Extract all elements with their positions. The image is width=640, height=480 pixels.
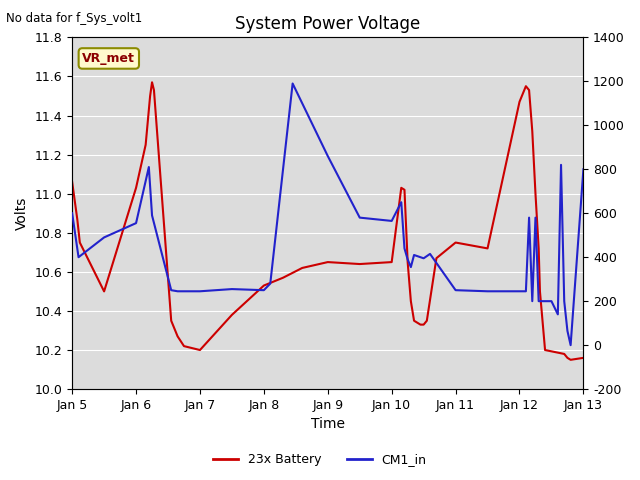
CM1_in bbox=[266, 281, 274, 287]
CM1_in bbox=[324, 153, 332, 159]
23x Battery bbox=[532, 191, 540, 197]
CM1_in bbox=[404, 256, 412, 262]
23x Battery bbox=[417, 322, 424, 327]
CM1_in bbox=[529, 298, 536, 304]
23x Battery bbox=[452, 240, 460, 245]
Line: 23x Battery: 23x Battery bbox=[72, 82, 584, 360]
CM1_in bbox=[401, 246, 408, 252]
CM1_in bbox=[68, 210, 76, 216]
23x Battery bbox=[324, 259, 332, 265]
CM1_in bbox=[554, 312, 562, 317]
X-axis label: Time: Time bbox=[311, 418, 345, 432]
23x Battery bbox=[228, 312, 236, 318]
23x Battery bbox=[298, 265, 306, 271]
23x Battery bbox=[168, 318, 175, 324]
CM1_in bbox=[410, 252, 418, 258]
CM1_in bbox=[145, 164, 153, 170]
CM1_in bbox=[168, 288, 175, 293]
CM1_in bbox=[148, 213, 156, 218]
CM1_in bbox=[388, 218, 396, 224]
CM1_in bbox=[525, 215, 533, 220]
23x Battery bbox=[147, 93, 154, 99]
23x Battery bbox=[356, 261, 364, 267]
23x Battery bbox=[150, 87, 158, 93]
23x Battery bbox=[401, 187, 408, 192]
23x Battery bbox=[535, 246, 543, 252]
CM1_in bbox=[132, 220, 140, 226]
CM1_in bbox=[426, 251, 434, 257]
Text: VR_met: VR_met bbox=[83, 52, 135, 65]
CM1_in bbox=[100, 235, 108, 240]
23x Battery bbox=[433, 255, 440, 261]
23x Battery bbox=[388, 259, 396, 265]
CM1_in bbox=[516, 288, 524, 294]
CM1_in bbox=[260, 288, 268, 293]
23x Battery bbox=[522, 84, 530, 89]
23x Battery bbox=[536, 288, 544, 294]
23x Battery bbox=[397, 185, 405, 191]
CM1_in bbox=[173, 288, 181, 294]
CM1_in bbox=[228, 286, 236, 292]
CM1_in bbox=[420, 255, 428, 261]
23x Battery bbox=[484, 246, 492, 252]
23x Battery bbox=[148, 79, 156, 85]
CM1_in bbox=[548, 298, 556, 304]
Legend: 23x Battery, CM1_in: 23x Battery, CM1_in bbox=[208, 448, 432, 471]
23x Battery bbox=[420, 322, 428, 327]
CM1_in bbox=[557, 162, 565, 168]
CM1_in bbox=[196, 288, 204, 294]
23x Battery bbox=[404, 259, 412, 265]
CM1_in bbox=[484, 288, 492, 294]
23x Battery bbox=[423, 318, 431, 324]
CM1_in bbox=[535, 298, 543, 304]
Text: No data for f_Sys_volt1: No data for f_Sys_volt1 bbox=[6, 12, 143, 25]
23x Battery bbox=[74, 216, 81, 222]
CM1_in bbox=[356, 215, 364, 220]
CM1_in bbox=[407, 264, 415, 270]
CM1_in bbox=[561, 298, 568, 304]
23x Battery bbox=[564, 355, 572, 361]
23x Battery bbox=[410, 318, 418, 324]
Y-axis label: Volts: Volts bbox=[15, 196, 29, 230]
23x Battery bbox=[196, 347, 204, 353]
23x Battery bbox=[180, 343, 188, 349]
23x Battery bbox=[529, 128, 536, 134]
CM1_in bbox=[567, 342, 575, 348]
23x Battery bbox=[525, 87, 533, 93]
23x Battery bbox=[580, 355, 588, 361]
23x Battery bbox=[516, 99, 524, 105]
Line: CM1_in: CM1_in bbox=[72, 84, 584, 345]
Title: System Power Voltage: System Power Voltage bbox=[235, 15, 420, 33]
CM1_in bbox=[397, 199, 405, 205]
23x Battery bbox=[68, 179, 76, 185]
23x Battery bbox=[142, 142, 150, 148]
23x Battery bbox=[541, 347, 549, 353]
23x Battery bbox=[567, 357, 575, 363]
CM1_in bbox=[532, 215, 540, 220]
CM1_in bbox=[564, 328, 572, 334]
23x Battery bbox=[100, 288, 108, 294]
CM1_in bbox=[289, 81, 296, 86]
23x Battery bbox=[173, 334, 181, 339]
23x Battery bbox=[260, 283, 268, 288]
CM1_in bbox=[580, 167, 588, 172]
23x Battery bbox=[132, 185, 140, 191]
23x Battery bbox=[76, 240, 84, 245]
CM1_in bbox=[452, 288, 460, 293]
23x Battery bbox=[561, 351, 568, 357]
CM1_in bbox=[75, 254, 83, 260]
23x Battery bbox=[279, 275, 287, 281]
CM1_in bbox=[522, 288, 530, 294]
23x Battery bbox=[407, 298, 415, 304]
